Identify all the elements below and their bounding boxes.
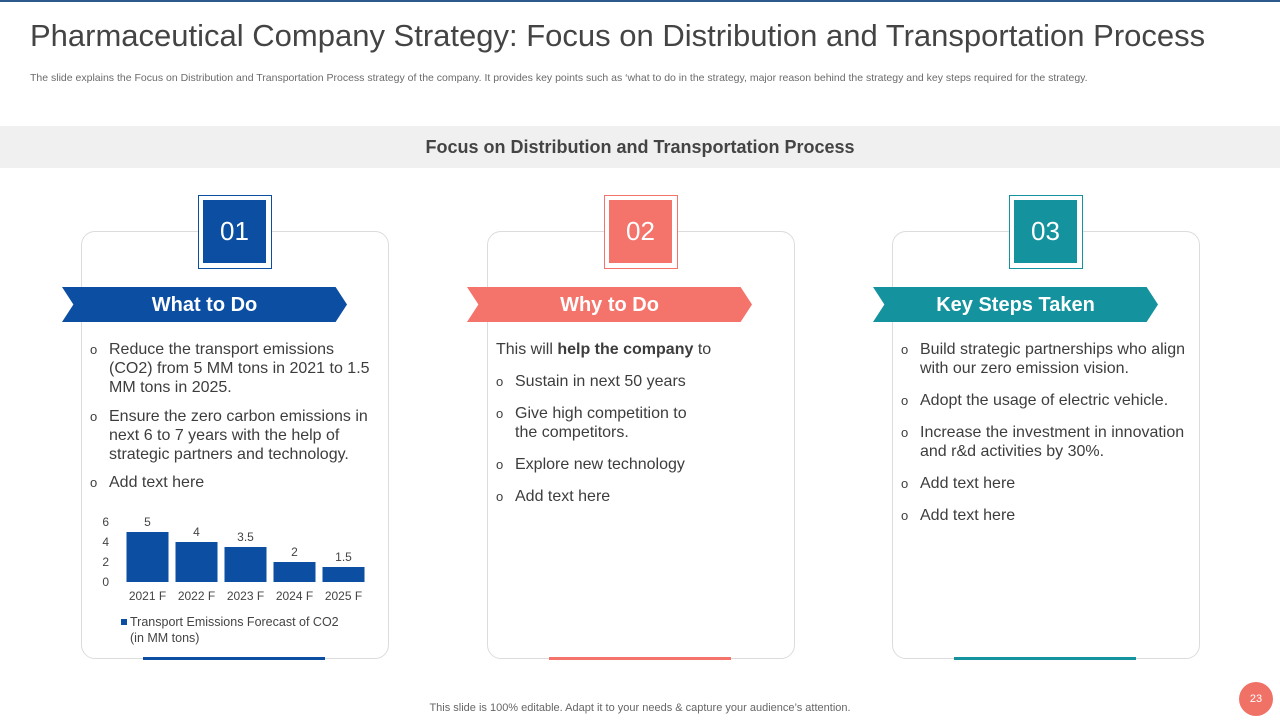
bullet-icon: o	[496, 406, 504, 421]
card-1-number: 01	[203, 200, 266, 263]
intro-suffix: to	[693, 341, 712, 358]
card-3-list: o Build strategic partnerships who align …	[901, 340, 1186, 538]
bullet-icon: o	[901, 393, 909, 408]
list-item-text: Ensure the zero carbon emissions in next…	[109, 407, 368, 463]
card-2-number-frame: 02	[604, 195, 678, 269]
data-label: 3.5	[237, 530, 254, 544]
list-item-text: Add text here	[920, 475, 1016, 492]
x-tick-label: 2022 F	[178, 589, 215, 603]
list-item: o Add text here	[901, 474, 1186, 493]
list-item-text: Build strategic partnerships who align w…	[920, 341, 1186, 377]
slide-title: Pharmaceutical Company Strategy: Focus o…	[30, 18, 1206, 53]
list-item: o Give high competition to the competitor…	[496, 404, 696, 442]
x-tick-label: 2021 F	[129, 589, 166, 603]
section-banner: Focus on Distribution and Transportation…	[0, 126, 1280, 168]
section-banner-label: Focus on Distribution and Transportation…	[425, 137, 855, 157]
bullet-icon: o	[496, 457, 504, 472]
data-label: 5	[144, 515, 151, 529]
card-2-number: 02	[609, 200, 672, 263]
list-item-text: Add text here	[920, 507, 1016, 524]
list-item-text: Reduce the transport emissions (CO2) fro…	[109, 341, 370, 396]
list-item: o Increase the investment in innovation a…	[901, 423, 1186, 461]
bullet-icon: o	[90, 408, 98, 424]
data-label: 2	[291, 545, 298, 559]
bullet-icon: o	[901, 342, 909, 357]
x-tick-label: 2024 F	[276, 589, 313, 603]
card-3-number-frame: 03	[1009, 195, 1083, 269]
card-2-intro: This will help the company to	[496, 340, 766, 359]
bar	[126, 532, 169, 582]
legend-label: (in MM tons)	[130, 631, 199, 645]
footer-note: This slide is 100% editable. Adapt it to…	[429, 702, 851, 714]
card-1-accent-bar	[143, 657, 325, 660]
card-1-heading: What to Do	[62, 287, 347, 322]
data-label: 4	[193, 525, 200, 539]
intro-prefix: This will	[496, 341, 558, 358]
legend-swatch	[121, 619, 127, 625]
list-item: o Sustain in next 50 years	[496, 372, 696, 391]
list-item-text: Adopt the usage of electric vehicle.	[920, 392, 1169, 409]
list-item-text: Give high competition to the competitors…	[515, 405, 687, 441]
list-item: o Add text here	[901, 506, 1186, 525]
y-tick-label: 6	[102, 515, 109, 529]
bullet-icon: o	[90, 475, 98, 490]
list-item-text: Add text here	[109, 474, 205, 491]
bar	[224, 547, 267, 582]
intro-bold: help the company	[557, 341, 694, 358]
slide-subtitle: The slide explains the Focus on Distribu…	[30, 72, 1088, 84]
list-item: o Build strategic partnerships who align …	[901, 340, 1186, 378]
card-3-accent-bar	[954, 657, 1136, 660]
card-1-number-frame: 01	[198, 195, 272, 269]
data-label: 1.5	[335, 550, 352, 564]
y-tick-label: 0	[102, 575, 109, 589]
top-rule	[0, 0, 1280, 2]
list-item: o Add text here	[90, 473, 370, 492]
list-item: o Reduce the transport emissions (CO2) fr…	[90, 340, 370, 397]
list-item-text: Sustain in next 50 years	[515, 373, 686, 390]
emissions-bar-chart: 0 2 4 6 5 2021 F 4 2022 F 3.5 2023 F 2 2024 F 1.5 202…	[102, 515, 365, 645]
bar	[322, 567, 365, 582]
bar	[175, 542, 218, 582]
list-item: o Ensure the zero carbon emissions in nex…	[90, 407, 370, 464]
bar	[273, 562, 316, 582]
list-item: o Explore new technology	[496, 455, 696, 474]
list-item-text: Explore new technology	[515, 456, 685, 473]
bullet-icon: o	[901, 508, 909, 523]
page-number-badge: 23	[1239, 682, 1273, 716]
list-item: o Adopt the usage of electric vehicle.	[901, 391, 1186, 410]
bullet-icon: o	[90, 342, 98, 357]
list-item-text: Add text here	[515, 488, 611, 505]
x-tick-label: 2023 F	[227, 589, 264, 603]
bullet-icon: o	[901, 476, 909, 491]
bullet-icon: o	[901, 425, 909, 440]
card-2-heading: Why to Do	[467, 287, 752, 322]
card-1-list: o Reduce the transport emissions (CO2) fr…	[90, 340, 370, 502]
card-2-accent-bar	[549, 657, 731, 660]
card-3-heading: Key Steps Taken	[873, 287, 1158, 322]
bullet-icon: o	[496, 489, 504, 504]
list-item: o Add text here	[496, 487, 696, 506]
legend-label: Transport Emissions Forecast of CO2	[130, 615, 339, 629]
card-3-number: 03	[1014, 200, 1077, 263]
y-tick-label: 4	[102, 535, 109, 549]
bullet-icon: o	[496, 374, 504, 389]
card-2-body: This will help the company to o Sustain i…	[496, 340, 766, 519]
list-item-text: Increase the investment in innovation an…	[920, 424, 1185, 460]
card-2-list: o Sustain in next 50 years o Give high com…	[496, 372, 696, 506]
x-tick-label: 2025 F	[325, 589, 362, 603]
y-tick-label: 2	[102, 555, 109, 569]
